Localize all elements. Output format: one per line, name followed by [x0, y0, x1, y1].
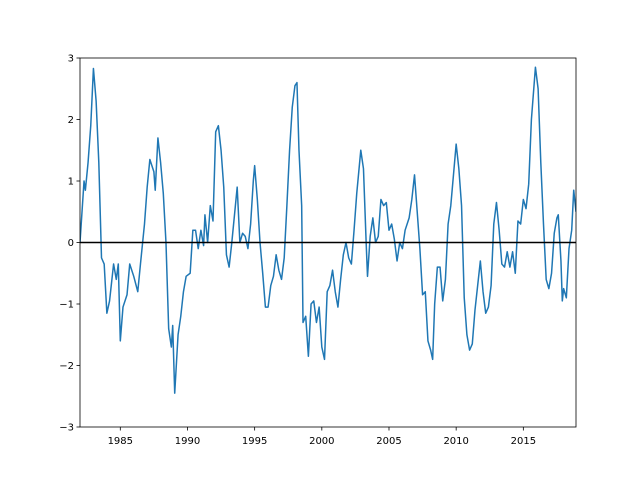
- x-tick-label: 1990: [175, 436, 200, 447]
- y-tick-label: 1: [68, 177, 74, 188]
- x-tick-label: 1985: [108, 436, 133, 447]
- x-tick-label: 2015: [511, 436, 536, 447]
- y-tick-label: 0: [68, 238, 74, 249]
- data-line: [80, 66, 576, 394]
- y-tick-label: −2: [59, 361, 74, 372]
- y-tick-label: −1: [59, 300, 74, 311]
- x-tick-label: 1995: [242, 436, 267, 447]
- x-tick-label: 2005: [376, 436, 401, 447]
- y-tick-label: 3: [68, 54, 74, 65]
- y-tick-label: −3: [59, 423, 74, 434]
- y-tick-label: 2: [68, 115, 74, 126]
- x-tick-label: 2010: [443, 436, 468, 447]
- x-tick-label: 2000: [309, 436, 334, 447]
